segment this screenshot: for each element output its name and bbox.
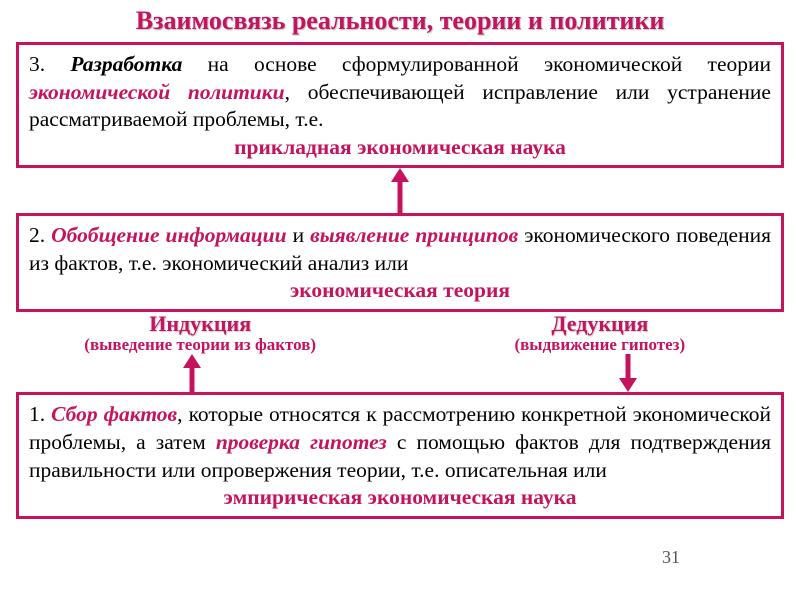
box1-num: 1.: [29, 402, 51, 426]
label-left-main: Индукция: [30, 312, 370, 336]
box1-kw2: проверка гипотез: [216, 430, 387, 454]
box3-num: 3.: [29, 52, 70, 76]
box-2: 2. Обобщение информации и выявление прин…: [16, 213, 784, 312]
slide-title: Взаимосвязь реальности, теории и политик…: [0, 0, 800, 42]
label-right-main: Дедукция: [430, 312, 770, 336]
box1-conclusion: эмпирическая экономическая наука: [29, 484, 771, 512]
box2-conclusion: экономическая теория: [29, 277, 771, 305]
label-right: Дедукция (выдвижение гипотез): [430, 312, 770, 355]
arrow-up-icon: [180, 354, 204, 392]
arrow-row-single: [0, 168, 800, 213]
box1-kw1: Сбор фактов: [51, 402, 177, 426]
box-1: 1. Сбор фактов, которые относятся к расс…: [16, 392, 784, 518]
arrow-down-icon: [616, 354, 640, 392]
arrow-row-double: [0, 354, 800, 392]
box3-conclusion: прикладная экономическая наука: [29, 134, 771, 162]
box2-txt1: и: [287, 223, 311, 247]
page-number: 31: [662, 547, 680, 568]
label-left-sub: (выведение теории из фактов): [30, 336, 370, 355]
label-left: Индукция (выведение теории из фактов): [30, 312, 370, 355]
box2-num: 2.: [29, 223, 51, 247]
box3-kw2: экономической политики: [29, 80, 285, 104]
box2-kw2: выявление принципов: [310, 223, 518, 247]
labels-row: Индукция (выведение теории из фактов) Де…: [0, 312, 800, 355]
box3-kw1: Разработка: [70, 52, 182, 76]
box-3: 3. Разработка на основе сформулированной…: [16, 42, 784, 168]
arrow-up-icon: [388, 168, 412, 213]
label-right-sub: (выдвижение гипотез): [430, 336, 770, 355]
box3-txt1: на основе сформулированной экономической…: [182, 52, 771, 76]
box2-kw1: Обобщение информации: [51, 223, 286, 247]
